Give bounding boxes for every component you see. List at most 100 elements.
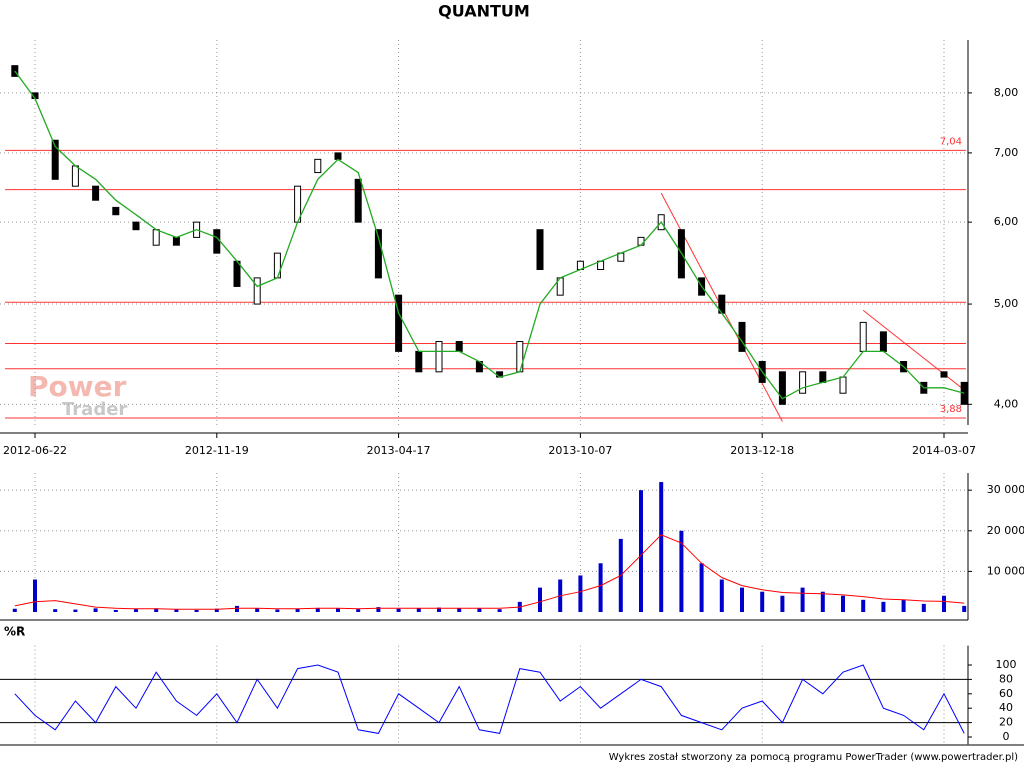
y-tick-label: 6,00 bbox=[994, 215, 1019, 228]
volume-bar bbox=[639, 490, 643, 612]
volume-bar bbox=[800, 587, 805, 612]
candle bbox=[637, 236, 645, 246]
volume-bar bbox=[901, 599, 906, 612]
volume-bar bbox=[214, 608, 219, 612]
x-tick-label: 2014-03-07 bbox=[912, 444, 976, 457]
candle bbox=[536, 229, 544, 270]
y-tick-label: 7,00 bbox=[994, 146, 1019, 159]
volume-bar bbox=[356, 609, 361, 612]
candle bbox=[516, 341, 524, 373]
volume-bar bbox=[760, 591, 765, 612]
footer: Wykres został stworzony za pomocą progra… bbox=[609, 752, 1018, 763]
candle bbox=[738, 321, 746, 352]
volume-bar bbox=[962, 605, 967, 612]
volume-bar bbox=[437, 607, 441, 612]
candle bbox=[799, 371, 807, 394]
candle bbox=[273, 252, 281, 279]
volume-bar bbox=[295, 608, 300, 612]
candle bbox=[940, 371, 948, 378]
candle bbox=[132, 221, 140, 231]
candle bbox=[51, 139, 59, 180]
volume-bar bbox=[659, 482, 664, 612]
candle bbox=[395, 294, 403, 352]
volume-bar bbox=[315, 607, 320, 612]
volume-bar bbox=[780, 595, 785, 612]
volume-bar bbox=[376, 607, 381, 612]
y-tick-label: 80 bbox=[999, 672, 1013, 685]
panel-title: %R bbox=[4, 625, 25, 639]
candle bbox=[354, 178, 362, 223]
y-tick-label: 60 bbox=[999, 687, 1013, 700]
volume-bar bbox=[113, 609, 118, 612]
candle bbox=[778, 371, 786, 405]
x-tick-label: 2012-11-19 bbox=[185, 444, 249, 457]
watermark: Power bbox=[28, 370, 127, 403]
x-tick-label: 2012-06-22 bbox=[3, 444, 67, 457]
volume-bar bbox=[396, 608, 401, 612]
y-tick-label: 20 bbox=[999, 716, 1013, 729]
volume-bar bbox=[194, 609, 199, 612]
volume-bar bbox=[861, 599, 866, 612]
volume-bar bbox=[820, 591, 825, 612]
candle bbox=[112, 206, 120, 216]
y-tick-label: 40 bbox=[999, 701, 1013, 714]
candle bbox=[415, 350, 423, 373]
y-tick-label: 0 bbox=[1003, 730, 1010, 743]
volume-bar bbox=[477, 607, 482, 612]
level-label: 7,04 bbox=[940, 136, 962, 147]
candle bbox=[213, 229, 221, 254]
candle bbox=[92, 185, 100, 201]
moving-average bbox=[14, 70, 965, 400]
volume-bar bbox=[93, 608, 98, 612]
volume-bar bbox=[921, 603, 926, 612]
volume-average bbox=[14, 534, 965, 610]
volume-bar bbox=[679, 530, 684, 612]
volume-bar bbox=[235, 605, 239, 612]
candle bbox=[879, 331, 887, 352]
volume-bar bbox=[841, 595, 845, 612]
candle bbox=[960, 381, 968, 405]
candle bbox=[374, 229, 382, 279]
candle bbox=[435, 341, 443, 373]
volume-bar bbox=[154, 608, 159, 612]
candle bbox=[839, 376, 847, 394]
x-tick-label: 2013-12-18 bbox=[730, 444, 794, 457]
volume-bar bbox=[336, 608, 340, 612]
volume-bar bbox=[255, 608, 260, 612]
candle bbox=[172, 236, 180, 246]
candle bbox=[455, 341, 463, 352]
y-tick-label: 20 000 bbox=[987, 524, 1024, 537]
candle bbox=[819, 371, 827, 383]
x-tick-label: 2013-04-17 bbox=[367, 444, 431, 457]
volume-bar bbox=[740, 587, 744, 612]
volume-bar bbox=[699, 563, 704, 612]
volume-bar bbox=[942, 595, 946, 612]
wpr-line bbox=[14, 664, 965, 734]
volume-bar bbox=[881, 601, 886, 612]
y-tick-label: 8,00 bbox=[994, 86, 1019, 99]
volume-bar bbox=[598, 563, 603, 612]
volume-bar bbox=[33, 579, 37, 612]
candle bbox=[314, 158, 322, 174]
volume-bar bbox=[497, 609, 502, 612]
candle bbox=[859, 321, 867, 352]
volume-bar bbox=[416, 608, 421, 612]
candle bbox=[253, 277, 261, 305]
candle bbox=[334, 152, 342, 160]
volume-bar bbox=[719, 579, 724, 612]
volume-bar bbox=[174, 609, 179, 612]
y-tick-label: 30 000 bbox=[987, 483, 1024, 496]
volume-bar bbox=[134, 609, 138, 612]
candle bbox=[71, 165, 79, 187]
volume-bar bbox=[275, 609, 280, 612]
y-tick-label: 5,00 bbox=[994, 297, 1019, 310]
y-tick-label: 100 bbox=[996, 658, 1017, 671]
level-label: 3,88 bbox=[940, 404, 962, 415]
candle bbox=[233, 260, 241, 287]
volume-bar bbox=[73, 609, 78, 612]
volume-bar bbox=[538, 587, 542, 612]
volume-bar bbox=[457, 608, 462, 612]
chart-title: QUANTUM bbox=[438, 2, 530, 21]
volume-bar bbox=[12, 608, 17, 612]
